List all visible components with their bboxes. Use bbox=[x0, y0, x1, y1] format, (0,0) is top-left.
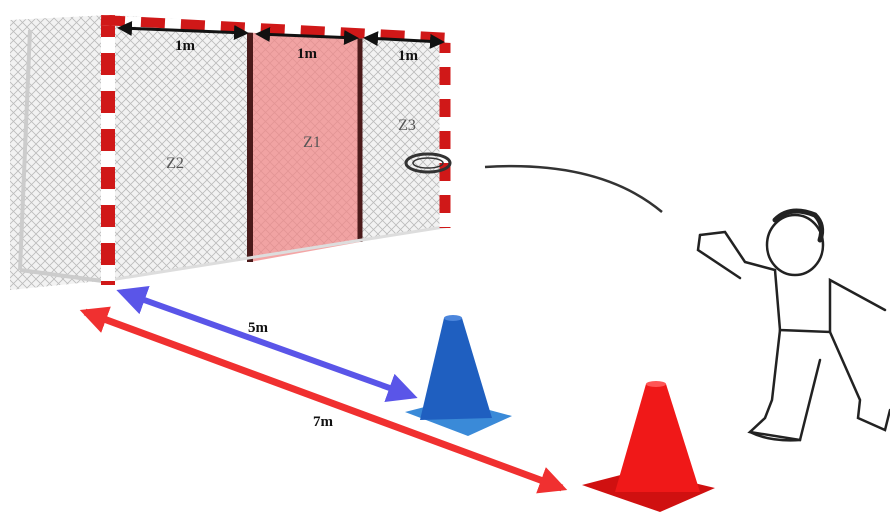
goal bbox=[10, 15, 452, 290]
distance-arrow bbox=[85, 312, 562, 488]
width-label: 1m bbox=[297, 46, 318, 62]
distance-label: 7m bbox=[313, 414, 334, 430]
zone-label: Z1 bbox=[303, 134, 321, 151]
page: 1m 1m 1m Z2 Z1 Z3 5m 7m (() => { const d… bbox=[0, 0, 890, 519]
scene: 1m 1m 1m Z2 Z1 Z3 5m 7m bbox=[0, 0, 890, 519]
blue-cone bbox=[405, 315, 512, 436]
distance-label: 5m bbox=[248, 320, 269, 336]
width-label: 1m bbox=[398, 48, 419, 64]
zone-label: Z3 bbox=[398, 117, 416, 134]
thrower bbox=[698, 211, 890, 440]
width-label: 1m bbox=[175, 38, 196, 54]
ball-path bbox=[485, 166, 662, 212]
red-cone bbox=[582, 381, 715, 512]
zone-label: Z2 bbox=[166, 155, 184, 172]
